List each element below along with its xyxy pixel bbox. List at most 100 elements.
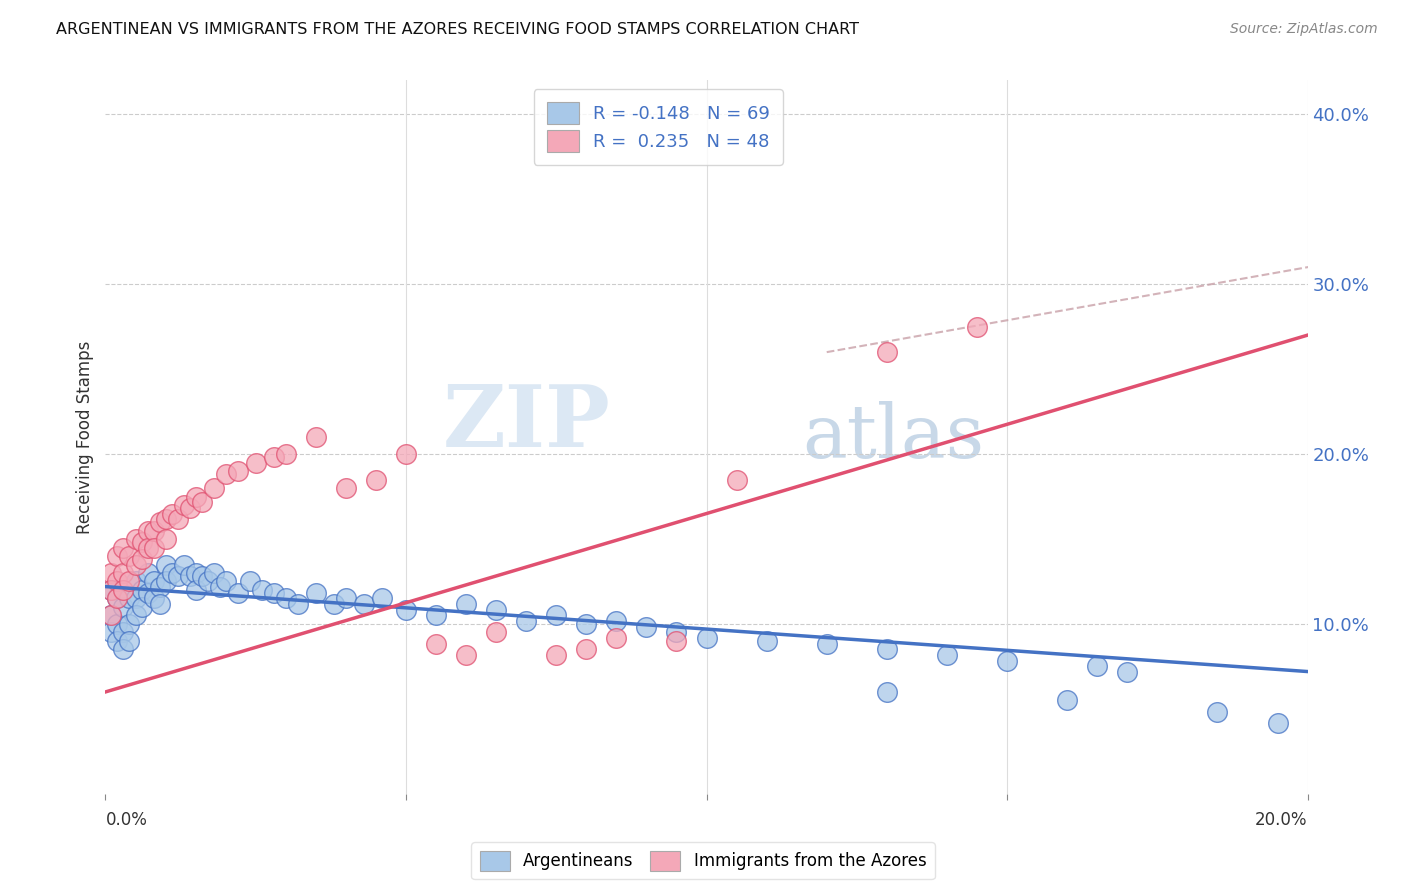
Point [371,591,394,606]
Point [173,498,195,512]
Point [208,580,231,594]
Point [395,603,418,617]
Point [305,586,328,600]
Point [124,532,146,546]
Point [353,597,375,611]
Point [605,631,627,645]
Point [263,586,285,600]
Point [755,634,778,648]
Point [155,532,177,546]
Point [250,582,273,597]
Y-axis label: Receiving Food Stamps: Receiving Food Stamps [76,341,94,533]
Point [100,566,122,580]
Point [214,467,236,482]
Point [665,634,688,648]
Point [107,591,129,606]
Point [100,582,122,597]
Point [166,569,188,583]
Point [725,473,748,487]
Legend: R = -0.148   N = 69, R =  0.235   N = 48: R = -0.148 N = 69, R = 0.235 N = 48 [534,89,783,165]
Point [100,582,122,597]
Point [605,614,627,628]
Point [142,541,165,555]
Point [142,574,165,589]
Point [107,634,129,648]
Point [112,625,135,640]
Point [202,566,225,580]
Point [696,631,718,645]
Point [485,625,508,640]
Point [155,558,177,572]
Point [546,608,568,623]
Point [395,447,418,461]
Point [876,345,898,359]
Point [425,637,447,651]
Point [173,558,195,572]
Point [142,524,165,538]
Point [118,549,141,563]
Text: 20.0%: 20.0% [1256,811,1308,829]
Text: ARGENTINEAN VS IMMIGRANTS FROM THE AZORES RECEIVING FOOD STAMPS CORRELATION CHAR: ARGENTINEAN VS IMMIGRANTS FROM THE AZORE… [56,22,859,37]
Point [1056,693,1078,707]
Point [515,614,537,628]
Point [936,648,959,662]
Point [136,586,159,600]
Point [136,566,159,580]
Point [118,574,141,589]
Point [995,654,1018,668]
Point [190,569,212,583]
Point [107,617,129,632]
Point [1116,665,1139,679]
Point [226,464,249,478]
Point [179,569,201,583]
Point [184,582,207,597]
Point [166,511,188,525]
Point [190,494,212,508]
Point [546,648,568,662]
Point [305,430,328,444]
Point [665,625,688,640]
Point [226,586,249,600]
Point [876,642,898,657]
Point [966,319,988,334]
Point [112,582,135,597]
Point [454,648,477,662]
Point [485,603,508,617]
Point [148,597,170,611]
Point [425,608,447,623]
Point [575,642,598,657]
Point [160,566,183,580]
Point [1085,659,1108,673]
Legend: Argentineans, Immigrants from the Azores: Argentineans, Immigrants from the Azores [471,842,935,880]
Point [148,515,170,529]
Point [1206,706,1229,720]
Point [131,552,153,566]
Point [155,511,177,525]
Point [155,574,177,589]
Point [214,574,236,589]
Point [100,608,122,623]
Point [100,608,122,623]
Point [112,642,135,657]
Point [876,685,898,699]
Point [184,490,207,504]
Point [112,541,135,555]
Point [124,574,146,589]
Point [335,591,357,606]
Point [1267,715,1289,730]
Text: ZIP: ZIP [443,381,610,465]
Point [107,574,129,589]
Point [197,574,219,589]
Point [131,599,153,614]
Point [454,597,477,611]
Point [131,535,153,549]
Point [160,507,183,521]
Point [148,580,170,594]
Text: atlas: atlas [803,401,984,474]
Point [112,566,135,580]
Point [364,473,387,487]
Point [107,591,129,606]
Point [118,634,141,648]
Point [107,549,129,563]
Point [118,617,141,632]
